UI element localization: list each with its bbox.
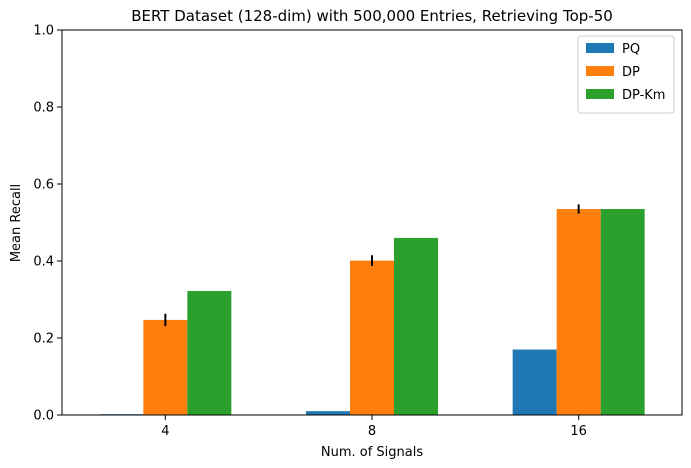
legend-swatch-pq bbox=[586, 43, 614, 53]
y-tick-label: 0.6 bbox=[33, 178, 54, 193]
legend: PQ DP DP-Km bbox=[577, 35, 675, 114]
y-tick-label: 0.0 bbox=[33, 409, 54, 424]
legend-label-pq: PQ bbox=[622, 42, 640, 57]
legend-swatch-dp-km bbox=[586, 89, 614, 99]
chart-title: BERT Dataset (128-dim) with 500,000 Entr… bbox=[131, 7, 613, 25]
bar-dp-16 bbox=[556, 209, 601, 415]
bar-pq-16 bbox=[512, 349, 557, 415]
bar-pq-8 bbox=[306, 411, 350, 415]
bar-dp-km-4 bbox=[187, 291, 232, 415]
bar-dp-km-8 bbox=[394, 237, 438, 415]
x-axis-label: Num. of Signals bbox=[321, 445, 423, 460]
bar-dp-km-16 bbox=[600, 209, 645, 415]
y-tick-label: 1.0 bbox=[33, 24, 54, 39]
bars-group bbox=[99, 209, 645, 415]
y-tick-label: 0.2 bbox=[33, 332, 54, 347]
bar-dp-8 bbox=[350, 260, 394, 415]
legend-label-dp: DP bbox=[622, 65, 640, 80]
legend-label-dp-km: DP-Km bbox=[622, 88, 665, 103]
legend-swatch-dp bbox=[586, 66, 614, 76]
x-tick-label: 8 bbox=[368, 424, 376, 439]
error-bars-group bbox=[164, 204, 580, 327]
x-tick-label: 4 bbox=[161, 424, 169, 439]
y-axis-label: Mean Recall bbox=[9, 184, 24, 262]
y-tick-label: 0.4 bbox=[33, 255, 54, 270]
bar-dp-4 bbox=[143, 319, 188, 415]
y-tick-label: 0.8 bbox=[33, 101, 54, 116]
x-tick-label: 16 bbox=[570, 424, 587, 439]
y-axis: 0.0 0.2 0.4 0.6 0.8 1.0 bbox=[33, 24, 62, 424]
x-axis: 4 8 16 bbox=[161, 415, 587, 439]
